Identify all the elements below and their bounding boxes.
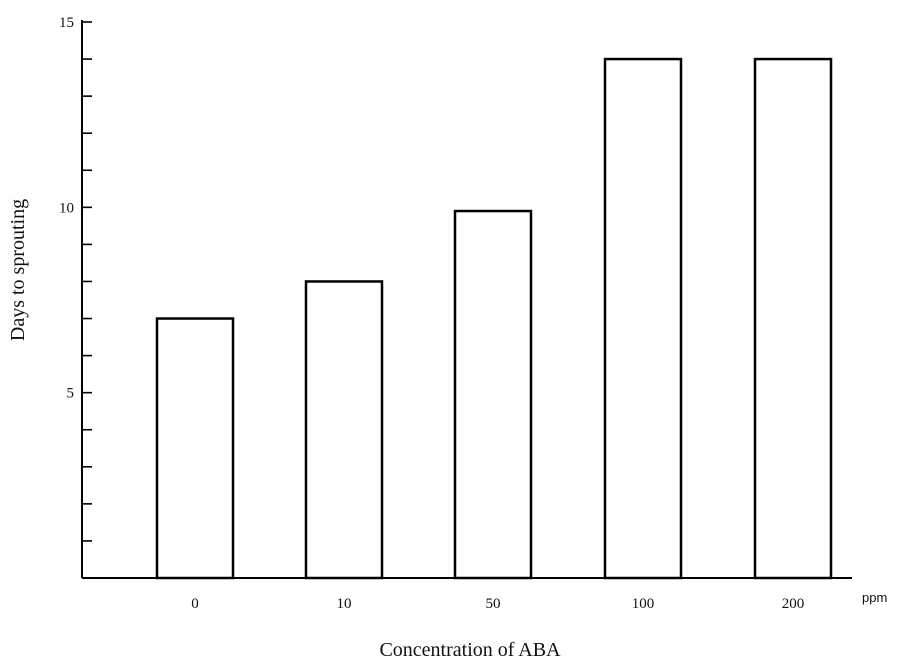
bar-0 (155, 317, 235, 580)
x-axis-title: Concentration of ABA (379, 639, 561, 661)
x-tick-label-100: 100 (632, 596, 655, 612)
bar-100 (603, 57, 683, 580)
x-tick-label-10: 10 (337, 596, 352, 612)
y-tick-label-15: 15 (59, 15, 74, 31)
bar-10 (304, 280, 384, 580)
x-tick-label-0: 0 (191, 596, 199, 612)
y-axis-title: Days to sprouting (7, 199, 29, 341)
x-tick-label-200: 200 (782, 596, 805, 612)
bar-200 (753, 57, 833, 580)
y-ticks-group: 5 10 15 (59, 15, 92, 542)
bars-group (155, 57, 833, 580)
y-tick-label-10: 10 (59, 200, 74, 216)
bar-50 (453, 209, 533, 580)
x-tick-labels-group: 0 10 50 100 200 (191, 596, 804, 612)
x-unit-label: ppm (862, 590, 887, 605)
x-tick-label-50: 50 (486, 596, 501, 612)
y-tick-label-5: 5 (67, 386, 75, 402)
